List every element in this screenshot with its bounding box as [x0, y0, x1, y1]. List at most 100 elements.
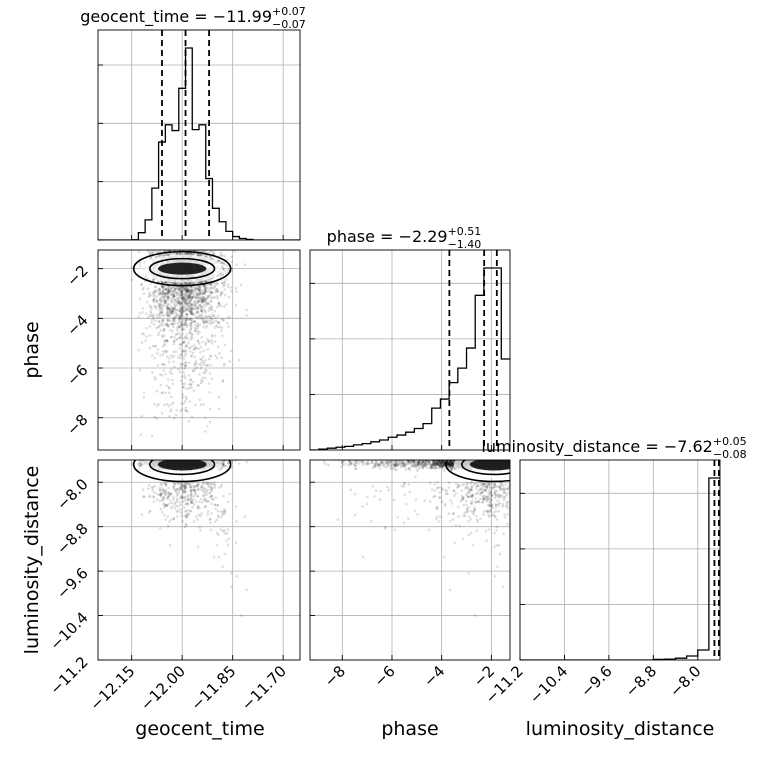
sample-point-284: [161, 391, 164, 394]
sample-point-1781: [202, 349, 205, 353]
sample-point-1687: [206, 294, 210, 298]
sample-point-386: [217, 303, 221, 307]
sample-point-993: [187, 296, 190, 300]
sample-point-1204: [165, 281, 168, 284]
sample-point-83: [191, 296, 194, 300]
sample-point-995: [181, 336, 185, 340]
sample-point-2286: [219, 251, 222, 254]
sample-point-154: [207, 294, 210, 297]
sample-point-864: [162, 491, 166, 494]
sample-point-1352: [179, 508, 182, 511]
sample-point-2384: [207, 357, 211, 361]
sample-point-2328: [155, 295, 158, 298]
sample-point-2206: [216, 325, 219, 329]
sample-point-794: [161, 334, 164, 337]
sample-point-2054: [203, 250, 206, 253]
sample-point-305: [175, 499, 179, 502]
sample-point-30: [199, 366, 203, 370]
sample-point-1054: [207, 500, 210, 503]
sample-point-440: [178, 302, 182, 305]
sample-point-2423: [172, 319, 176, 323]
sample-point-2429: [152, 298, 156, 301]
sample-point-1805: [188, 498, 192, 501]
sample-point-705: [213, 503, 217, 507]
sample-point-2599: [193, 367, 197, 371]
sample-point-512: [159, 507, 163, 511]
sample-point-1228: [189, 324, 192, 327]
sample-point-760: [189, 312, 193, 315]
sample-point-2279: [161, 286, 164, 289]
sample-point-2015: [184, 289, 188, 292]
sample-point-1071: [197, 305, 201, 308]
sample-point-1453: [138, 368, 142, 372]
sample-point-564: [185, 291, 188, 294]
sample-point-471: [201, 300, 204, 304]
sample-point-609: [208, 407, 212, 411]
sample-point-496: [180, 487, 183, 490]
sample-point-219: [179, 511, 183, 514]
sample-point-1346: [157, 287, 161, 291]
sample-point-1415: [185, 289, 189, 292]
sample-point-296: [182, 357, 186, 360]
sample-point-1639: [201, 494, 205, 497]
sample-point-106: [159, 354, 162, 357]
sample-point-907: [207, 302, 211, 306]
sample-point-1515: [179, 315, 183, 319]
sample-point-896: [212, 314, 215, 318]
sample-point-1726: [204, 500, 208, 503]
sample-point-835: [178, 336, 182, 340]
sample-point-2126: [193, 320, 196, 323]
sample-point-2262: [148, 304, 151, 307]
sample-point-1942: [159, 303, 162, 306]
sample-point-435: [198, 330, 201, 334]
sample-point-20: [173, 306, 176, 310]
sample-point-2303: [167, 288, 171, 291]
sample-point-2283: [163, 344, 167, 347]
sample-point-1339: [162, 481, 166, 484]
sample-point-1704: [190, 321, 193, 325]
sample-point-663: [149, 310, 153, 313]
sample-point-1887: [182, 349, 185, 352]
sample-point-1750: [217, 555, 221, 559]
sample-point-1279: [168, 493, 172, 496]
sample-point-1898: [183, 304, 187, 308]
sample-point-1192: [207, 309, 211, 313]
sample-point-601: [183, 482, 187, 485]
sample-point-17: [235, 263, 238, 267]
sample-point-690: [204, 298, 207, 302]
sample-point-1731: [184, 345, 187, 348]
sample-point-536: [200, 298, 203, 302]
sample-point-1840: [200, 292, 203, 296]
sample-point-1784: [196, 332, 199, 336]
sample-point-814: [181, 305, 185, 309]
sample-point-1517: [186, 497, 190, 500]
sample-point-1154: [177, 294, 181, 297]
sample-point-2493: [167, 306, 170, 310]
sample-point-44: [172, 360, 176, 363]
sample-point-498: [179, 356, 182, 360]
sample-point-2210: [210, 291, 214, 294]
sample-point-1492: [156, 316, 159, 319]
sample-point-543: [185, 290, 189, 293]
sample-point-1118: [221, 379, 225, 382]
sample-point-1578: [205, 290, 208, 293]
sample-point-239: [180, 290, 183, 294]
sample-point-936: [184, 352, 187, 355]
sample-point-2189: [186, 287, 190, 290]
sample-point-2480: [202, 291, 206, 295]
sample-point-238: [184, 289, 187, 292]
sample-point-2368: [163, 334, 166, 338]
sample-point-1413: [220, 317, 224, 321]
sample-point-1054: [207, 279, 210, 283]
contour-inner: [149, 257, 216, 280]
sample-point-1924: [175, 291, 179, 295]
sample-point-1418: [219, 261, 223, 265]
sample-point-237: [189, 299, 192, 303]
sample-point-1377: [182, 282, 186, 286]
sample-point-1801: [163, 281, 167, 285]
sample-point-673: [189, 383, 193, 387]
sample-point-689: [184, 364, 187, 367]
sample-point-17: [235, 574, 238, 578]
sample-point-1218: [196, 507, 199, 510]
sample-point-1989: [171, 295, 175, 299]
